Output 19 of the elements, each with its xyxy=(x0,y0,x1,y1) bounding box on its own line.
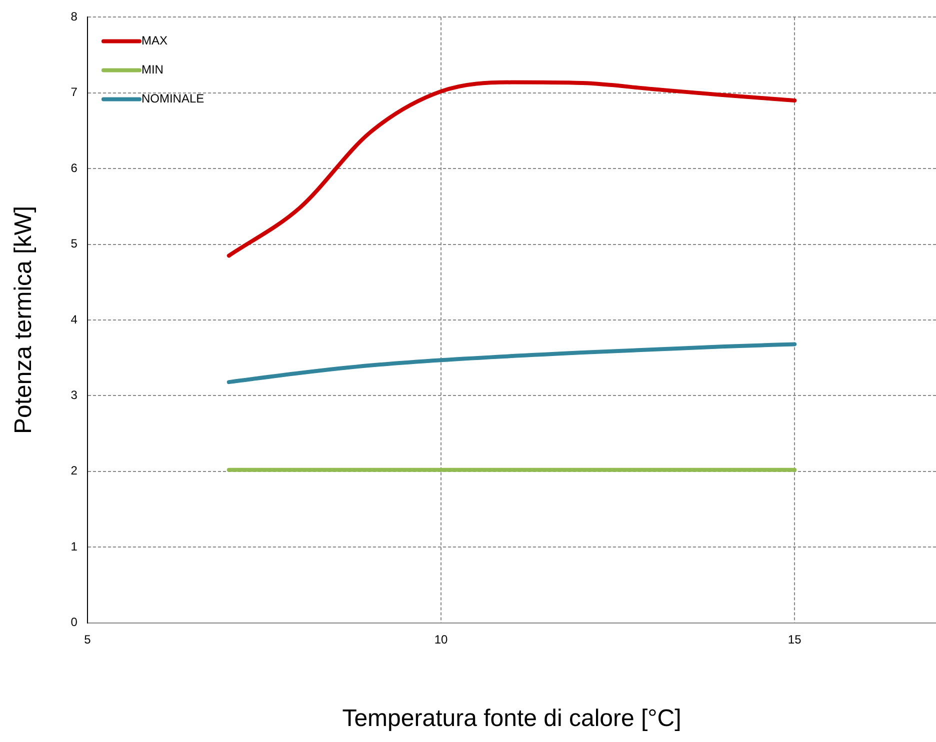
line-series xyxy=(226,80,797,258)
y-tick-label: 0 xyxy=(70,615,78,630)
y-tick-label: 6 xyxy=(70,160,78,175)
y-axis-title: Potenza termica [kW] xyxy=(10,206,38,434)
legend-label: NOMINALE xyxy=(141,92,204,106)
y-tick-label: 1 xyxy=(70,539,78,554)
line-series xyxy=(226,342,797,384)
y-tick-label: 2 xyxy=(70,464,78,478)
x-tick-label: 5 xyxy=(84,632,92,646)
x-tick-label: 10 xyxy=(434,632,448,646)
legend-label: MIN xyxy=(141,62,164,77)
y-tick-label: 5 xyxy=(70,236,78,251)
y-tick-label: 3 xyxy=(70,388,78,402)
legend-label: MAX xyxy=(141,34,168,48)
x-tick-label: 15 xyxy=(788,632,802,646)
x-axis-title: Temperatura fonte di calore [°C] xyxy=(342,705,682,732)
y-tick-label: 4 xyxy=(70,312,78,326)
y-tick-label: 7 xyxy=(70,85,78,100)
y-tick-label: 8 xyxy=(70,10,78,24)
